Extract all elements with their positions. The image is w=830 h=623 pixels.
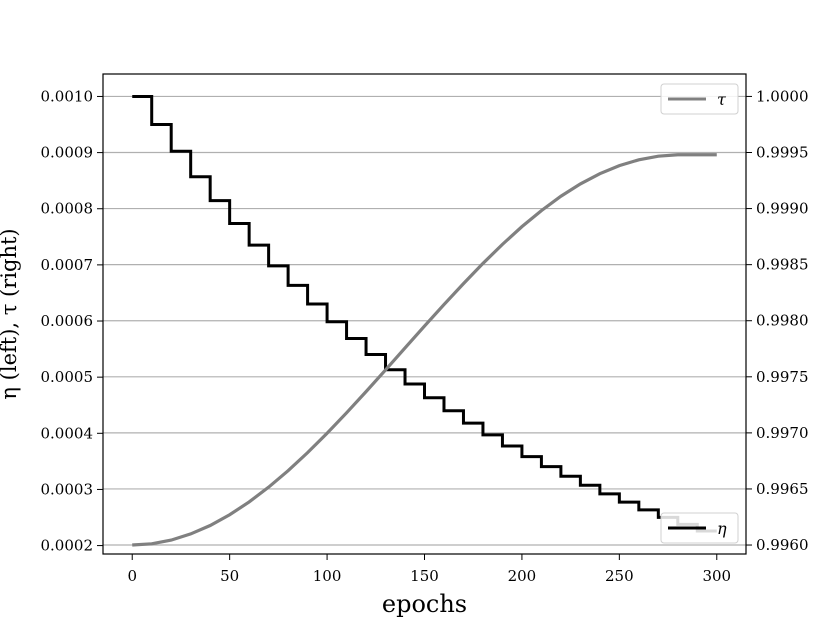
series-layer — [132, 94, 717, 547]
series-line-eta — [132, 94, 717, 533]
plot-frame — [102, 73, 747, 555]
right-axis-ticks: 0.9960 0.9965 0.9970 0.9975 0.9980 0.9985 0.99… — [746, 87, 809, 554]
right-tick-label: 0.9960 — [756, 536, 809, 554]
left-tick-label: 0.0005 — [41, 368, 94, 386]
right-tick-label: 0.9965 — [756, 480, 809, 498]
left-axis-ticks: 0.0002 0.0003 0.0004 0.0005 0.0006 0.0007 0.00… — [41, 87, 103, 555]
left-tick-label: 0.0006 — [41, 312, 94, 330]
right-tick-label: 0.9975 — [756, 368, 809, 386]
left-tick-label: 0.0010 — [41, 87, 94, 105]
right-tick-label: 1.0000 — [756, 87, 809, 105]
x-axis-ticks: 0 50 100 150 200 250 300 — [127, 554, 731, 585]
legend-tau: τ — [660, 83, 739, 115]
series-line-tau — [132, 153, 717, 547]
grid-lines — [103, 95, 746, 546]
y-axis-title: η (left), τ (right) — [0, 228, 21, 399]
legend-eta-label: η — [717, 519, 727, 538]
x-axis-title: epochs — [382, 590, 467, 618]
x-tick-label: 150 — [410, 567, 439, 585]
legend-eta: η — [660, 512, 739, 544]
x-tick-label: 0 — [127, 567, 137, 585]
right-tick-label: 0.9995 — [756, 144, 809, 162]
left-tick-label: 0.0008 — [41, 200, 94, 218]
x-tick-label: 300 — [702, 567, 731, 585]
right-tick-label: 0.9985 — [756, 256, 809, 274]
left-tick-label: 0.0003 — [41, 480, 94, 498]
right-tick-label: 0.9990 — [756, 200, 809, 218]
axes — [102, 73, 747, 555]
x-tick-label: 100 — [313, 567, 342, 585]
left-tick-label: 0.0004 — [41, 424, 94, 442]
right-tick-label: 0.9980 — [756, 312, 809, 330]
x-tick-label: 250 — [605, 567, 634, 585]
left-tick-label: 0.0002 — [41, 537, 94, 555]
right-tick-label: 0.9970 — [756, 424, 809, 442]
x-tick-label: 200 — [508, 567, 537, 585]
legend-tau-label: τ — [717, 90, 727, 109]
x-tick-label: 50 — [220, 567, 239, 585]
left-tick-label: 0.0009 — [41, 144, 94, 162]
left-tick-label: 0.0007 — [41, 256, 94, 274]
